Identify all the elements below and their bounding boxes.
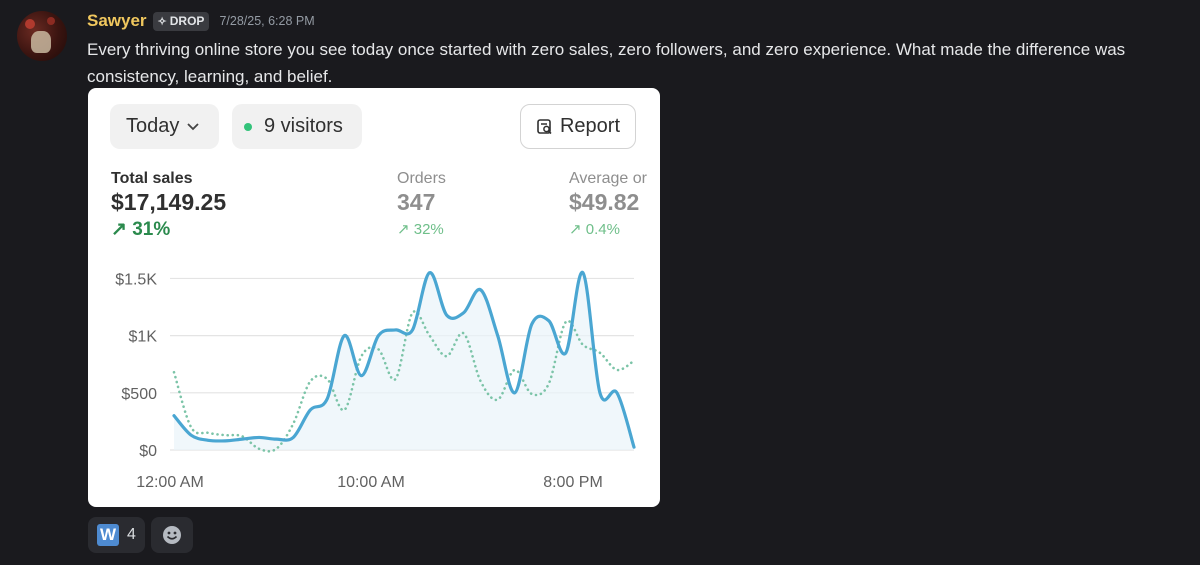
metric-label: Average or (569, 170, 647, 187)
reaction-count: 4 (127, 526, 136, 543)
chevron-down-icon (187, 119, 200, 134)
reaction-w[interactable]: W 4 (88, 517, 145, 553)
period-dropdown[interactable]: Today (110, 104, 219, 149)
metric-label: Total sales (111, 170, 193, 187)
add-reaction-button[interactable] (150, 517, 193, 553)
w-emoji-icon: W (97, 524, 119, 546)
metric-value: $17,149.25 (111, 189, 227, 215)
metric-value: 347 (397, 189, 436, 215)
avatar-art-figure (31, 31, 51, 53)
metric-delta-value: 31% (132, 219, 171, 240)
report-label: Report (559, 115, 621, 137)
live-status-dot (244, 122, 252, 131)
arrow-up-right-icon: ↗ (111, 219, 127, 240)
avatar-art-detail (47, 17, 55, 25)
metric-label: Orders (397, 170, 446, 187)
smiley-icon (162, 526, 181, 544)
x-tick-label: 10:00 AM (337, 474, 405, 491)
metric-delta: ↗ 31% (111, 218, 226, 241)
y-tick-label: $0 (139, 443, 157, 460)
arrow-up-right-icon: ↗ (569, 221, 582, 238)
x-tick-label: 8:00 PM (543, 474, 603, 491)
metric-orders[interactable]: Orders 347 ↗ 32% (397, 170, 446, 238)
y-tick-label: $1K (129, 329, 158, 346)
badge-label: DROP (169, 14, 205, 28)
report-icon (537, 118, 552, 134)
metric-delta-value: 32% (413, 221, 444, 238)
comparison-series-line (172, 310, 636, 453)
avatar-art-detail (25, 19, 35, 29)
message-header: Sawyer ✧ DROP 7/28/25, 6:28 PM (87, 11, 315, 31)
y-tick-label: $500 (121, 386, 157, 403)
embedded-image-card[interactable]: Today 9 visitors Report Total sales $17,… (88, 88, 660, 507)
visitors-label: 9 visitors (264, 115, 343, 137)
metric-total-sales[interactable]: Total sales $17,149.25 ↗ 31% (111, 170, 226, 241)
sparkle-icon: ✧ (157, 15, 167, 28)
metric-average-order[interactable]: Average or $49.82 ↗ 0.4% (569, 170, 647, 238)
arrow-up-right-icon: ↗ (397, 221, 410, 238)
user-avatar[interactable] (17, 11, 67, 61)
period-label: Today (126, 115, 180, 137)
metric-value: $49.82 (569, 189, 640, 215)
live-visitors-pill[interactable]: 9 visitors (232, 104, 362, 149)
y-tick-label: $1.5K (115, 271, 157, 288)
sales-line-chart: $1.5K $1K $500 $0 12:00 AM 10:00 AM 8:00 PM (115, 271, 636, 491)
message-text: Every thriving online store you see toda… (87, 40, 1126, 86)
report-button[interactable]: Report (520, 104, 636, 149)
reactions-bar: W 4 (88, 517, 193, 553)
server-tag-badge[interactable]: ✧ DROP (152, 11, 210, 31)
metric-delta-value: 0.4% (585, 221, 620, 238)
message-timestamp[interactable]: 7/28/25, 6:28 PM (219, 14, 315, 28)
sales-area-fill (174, 272, 634, 450)
author-name[interactable]: Sawyer (87, 11, 147, 30)
metric-delta: ↗ 0.4% (569, 220, 647, 238)
sales-series-line (172, 271, 636, 449)
metric-delta: ↗ 32% (397, 220, 446, 238)
x-tick-label: 12:00 AM (136, 474, 204, 491)
